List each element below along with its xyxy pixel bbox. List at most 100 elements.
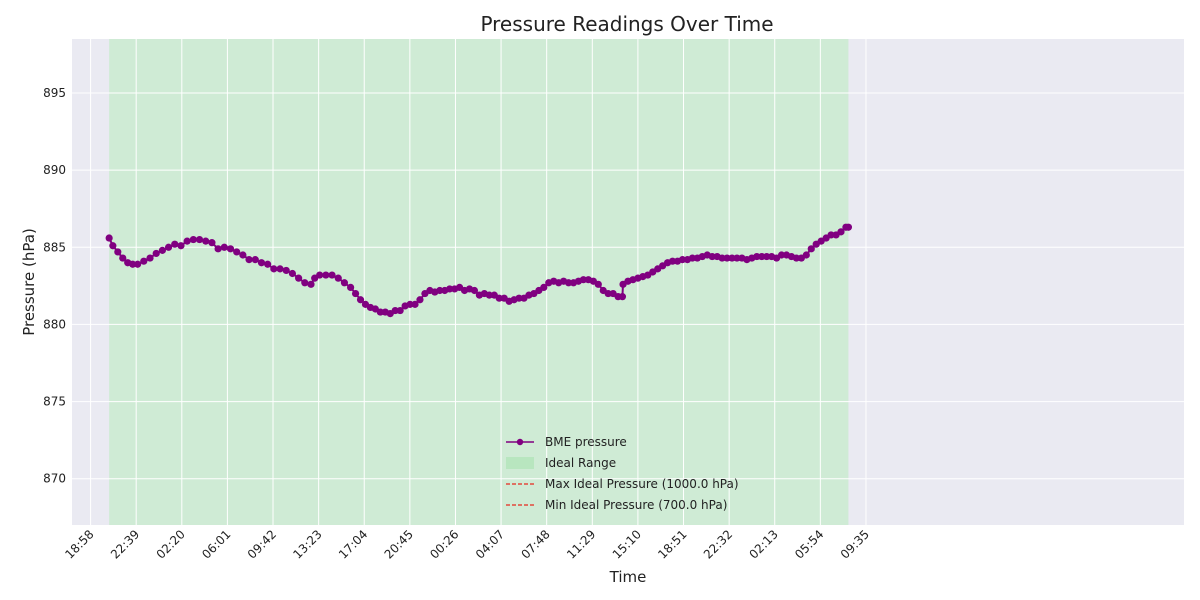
- data-point: [295, 274, 303, 282]
- data-point: [540, 283, 548, 291]
- legend: BME pressure Ideal Range Max Ideal Pressur…: [506, 435, 739, 512]
- data-point: [214, 245, 222, 253]
- x-tick-label: 22:39: [108, 527, 142, 561]
- data-point: [276, 265, 284, 273]
- data-point: [270, 265, 278, 273]
- data-point: [208, 239, 216, 247]
- ideal-range-band: [109, 39, 849, 525]
- data-point: [618, 293, 627, 301]
- data-point: [594, 280, 602, 288]
- x-tick-label: 18:58: [62, 527, 96, 561]
- y-tick-label: 875: [43, 395, 66, 409]
- data-point: [807, 245, 815, 253]
- series-group: [105, 223, 853, 318]
- data-point: [264, 260, 272, 268]
- data-point: [152, 249, 160, 258]
- data-point: [733, 254, 741, 262]
- x-tick-label: 09:35: [838, 527, 872, 561]
- data-point: [109, 242, 117, 250]
- data-point: [391, 306, 399, 315]
- data-point: [416, 296, 424, 304]
- data-point: [351, 289, 360, 298]
- data-point: [470, 286, 479, 295]
- data-point: [708, 252, 716, 261]
- y-tick-label: 870: [43, 472, 66, 486]
- x-tick-label: 04:07: [473, 527, 507, 561]
- x-tick-label: 02:13: [746, 527, 780, 561]
- x-tick-label: 05:54: [792, 527, 826, 561]
- data-point: [134, 260, 142, 268]
- data-point: [316, 271, 324, 279]
- data-point: [411, 300, 419, 308]
- x-tick-label: 15:10: [610, 527, 644, 561]
- data-point: [837, 228, 845, 236]
- legend-label: BME pressure: [545, 435, 627, 449]
- data-point: [604, 289, 612, 298]
- data-point: [495, 294, 503, 302]
- data-point: [396, 306, 404, 315]
- data-point: [251, 256, 259, 264]
- y-tick-label: 890: [43, 163, 66, 177]
- data-point: [579, 276, 588, 284]
- data-point: [678, 256, 687, 264]
- data-point: [763, 252, 771, 261]
- legend-label: Min Ideal Pressure (700.0 hPa): [545, 498, 727, 512]
- data-point: [356, 296, 365, 304]
- x-tick-label: 07:48: [518, 527, 552, 561]
- data-point: [129, 260, 137, 268]
- data-point: [189, 235, 197, 244]
- data-point: [777, 251, 786, 259]
- data-point: [233, 248, 241, 256]
- y-axis-label: Pressure (hPa): [20, 228, 38, 336]
- data-point: [436, 286, 444, 295]
- x-axis-label: Time: [609, 568, 647, 586]
- data-point: [406, 300, 414, 308]
- data-point: [688, 254, 696, 262]
- data-point: [376, 308, 384, 316]
- data-point: [718, 254, 726, 262]
- data-point: [485, 291, 493, 299]
- data-point: [844, 223, 853, 231]
- data-point: [164, 243, 173, 251]
- x-tick-label: 13:23: [290, 527, 324, 561]
- x-tick-label: 18:51: [655, 527, 689, 561]
- data-point: [802, 251, 810, 259]
- data-point: [564, 279, 573, 287]
- chart-title: Pressure Readings Over Time: [480, 12, 773, 36]
- x-tick-label: 17:04: [336, 527, 370, 561]
- data-point: [340, 279, 349, 287]
- legend-range-swatch: [506, 457, 534, 469]
- data-point: [792, 254, 801, 262]
- data-point: [827, 231, 835, 239]
- x-tick-label: 11:29: [564, 527, 598, 561]
- data-point: [515, 294, 523, 302]
- legend-series-marker: [516, 438, 524, 446]
- x-axis-ticks: 18:58 22:39 02:20 06:01 09:42 13:23 17:04 20:45…: [62, 527, 872, 561]
- data-point: [446, 285, 454, 293]
- data-point: [257, 259, 266, 267]
- data-point: [140, 257, 148, 265]
- data-point: [119, 254, 127, 262]
- data-point: [158, 246, 166, 254]
- data-point: [728, 254, 736, 262]
- legend-label: Ideal Range: [545, 456, 616, 470]
- data-point: [171, 240, 179, 248]
- data-point: [245, 256, 253, 264]
- data-point: [282, 266, 290, 275]
- data-point: [177, 242, 185, 250]
- data-point: [723, 254, 731, 262]
- data-point: [195, 235, 204, 244]
- data-point: [114, 248, 122, 256]
- data-point: [301, 279, 309, 287]
- data-point: [146, 254, 154, 262]
- y-axis-ticks: 870 875 880 885 890 895: [43, 86, 66, 486]
- data-point: [307, 280, 315, 288]
- data-point: [668, 257, 677, 265]
- x-tick-label: 02:20: [154, 527, 188, 561]
- y-tick-label: 880: [43, 317, 66, 331]
- x-tick-label: 06:01: [199, 527, 233, 561]
- y-tick-label: 895: [43, 86, 66, 100]
- data-point: [328, 271, 336, 279]
- x-tick-label: 00:26: [427, 527, 461, 561]
- data-point: [322, 271, 330, 279]
